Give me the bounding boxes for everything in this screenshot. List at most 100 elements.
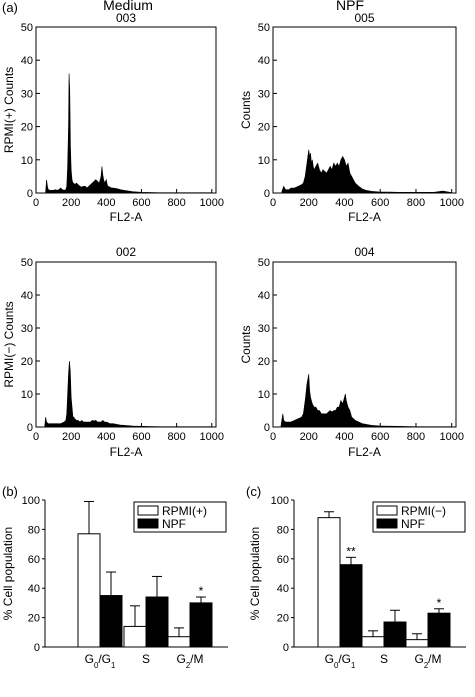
x-axis-label: FL2-A (110, 445, 143, 459)
x-tick-label: 600 (132, 197, 150, 209)
histogram-area (280, 374, 453, 428)
y-tick-label: 0 (264, 188, 270, 200)
category-label: G2/M (414, 652, 441, 670)
panel-title: 005 (354, 11, 374, 25)
legend-swatch (137, 505, 159, 516)
y-tick-label: 100 (271, 495, 289, 507)
x-tick-label: 0 (33, 197, 39, 209)
y-tick-label: 0 (264, 422, 270, 434)
x-axis-label: FL2-A (348, 210, 381, 224)
x-tick-label: 400 (335, 197, 353, 209)
x-tick-label: 400 (97, 431, 115, 443)
x-tick-label: 1000 (200, 197, 224, 209)
y-tick-label: 80 (28, 524, 40, 536)
x-axis-label: FL2-A (110, 210, 143, 224)
legend-entry: RPMI(−) (401, 504, 446, 518)
x-tick-label: 800 (167, 431, 185, 443)
plot-frame (272, 26, 457, 194)
x-tick-label: 800 (407, 197, 425, 209)
y-tick-label: 50 (258, 22, 270, 34)
category-label: G0/G1 (325, 652, 356, 670)
y-tick-label: 20 (21, 122, 33, 134)
significance-marker: * (199, 584, 204, 598)
y-tick-label: 50 (21, 257, 33, 269)
x-tick-label: 400 (97, 197, 115, 209)
y-tick-label: 20 (258, 356, 270, 368)
category-label: G2/M (176, 652, 203, 670)
legend: RPMI(−)NPF (372, 501, 466, 533)
y-tick-label: 40 (21, 290, 33, 302)
y-tick-label: 10 (21, 155, 33, 167)
bar-rpmi-s (361, 636, 385, 648)
y-tick-label: 60 (28, 554, 40, 566)
histogram-panel-004: 0 10 20 30 40 50 0 200 400 600 800 1000 004 FL2-A Coun… (239, 245, 464, 459)
x-tick-label: 800 (407, 431, 425, 443)
panel-label-c: (c) (246, 484, 261, 499)
y-axis-label: Counts (239, 325, 253, 363)
y-tick-label: 10 (21, 389, 33, 401)
category-label: G0/G1 (85, 652, 116, 670)
panel-title: 003 (116, 11, 136, 25)
y-tick-label: 0 (283, 642, 289, 654)
column-title-npf: NPF (336, 0, 364, 13)
bar-npf-g0-g1 (99, 595, 123, 648)
x-tick-label: 400 (335, 431, 353, 443)
x-tick-label: 200 (62, 197, 80, 209)
y-tick-label: 0 (27, 422, 33, 434)
bar-rpmi-g0-g1 (77, 533, 101, 648)
y-tick-label: 40 (21, 55, 33, 67)
y-tick-label: 20 (21, 356, 33, 368)
bar-npf-s (383, 621, 407, 648)
x-tick-label: 200 (62, 431, 80, 443)
category-label: S (380, 652, 388, 666)
panel-label-a: (a) (2, 0, 18, 15)
panel-label-b: (b) (2, 484, 18, 499)
significance-marker: * (437, 596, 442, 610)
x-tick-label: 200 (300, 197, 318, 209)
y-tick-label: 40 (258, 55, 270, 67)
y-axis-label: RPMI(−) Counts (2, 301, 16, 387)
y-tick-label: 40 (28, 583, 40, 595)
x-tick-label: 200 (300, 431, 318, 443)
x-tick-label: 1000 (439, 197, 463, 209)
y-tick-label: 30 (21, 88, 33, 100)
y-tick-label: 40 (258, 290, 270, 302)
histogram-panel-005: 0 10 20 30 40 50 0 200 400 600 800 1000 005 FL2-A Coun… (239, 11, 464, 224)
legend-entry: RPMI(+) (162, 504, 207, 518)
y-tick-label: 0 (34, 642, 40, 654)
y-axis-label: % Cell population (248, 527, 262, 620)
y-tick-label: 20 (258, 122, 270, 134)
y-tick-label: 10 (258, 155, 270, 167)
legend-swatch (376, 518, 398, 529)
y-tick-label: 50 (21, 22, 33, 34)
x-tick-label: 1000 (439, 431, 463, 443)
y-tick-label: 100 (22, 495, 40, 507)
y-tick-label: 30 (258, 323, 270, 335)
legend-entry: NPF (401, 517, 425, 531)
y-axis-label: Counts (239, 91, 253, 129)
bar-npf-g2-m (427, 612, 451, 648)
x-tick-label: 0 (33, 431, 39, 443)
y-tick-label: 0 (27, 188, 33, 200)
bar-rpmi-s (123, 625, 147, 648)
column-title-medium: Medium (103, 0, 153, 13)
plot-frame (35, 26, 217, 194)
panel-title: 002 (116, 245, 136, 259)
bar-rpmi-g2-m (167, 636, 191, 648)
significance-marker: ** (346, 544, 356, 558)
plot-frame (272, 261, 457, 428)
y-tick-label: 20 (28, 613, 40, 625)
plot-frame (35, 261, 217, 428)
x-tick-label: 0 (270, 431, 276, 443)
x-tick-label: 600 (371, 197, 389, 209)
y-axis-label: RPMI(+) Counts (2, 67, 16, 153)
legend-swatch (376, 505, 398, 516)
legend: RPMI(+)NPF (133, 501, 227, 533)
y-tick-label: 10 (258, 389, 270, 401)
histogram-area (281, 149, 453, 194)
x-tick-label: 0 (270, 197, 276, 209)
x-tick-label: 1000 (200, 431, 224, 443)
bar-npf-g2-m (189, 602, 213, 648)
bar-npf-g0-g1 (339, 564, 363, 648)
